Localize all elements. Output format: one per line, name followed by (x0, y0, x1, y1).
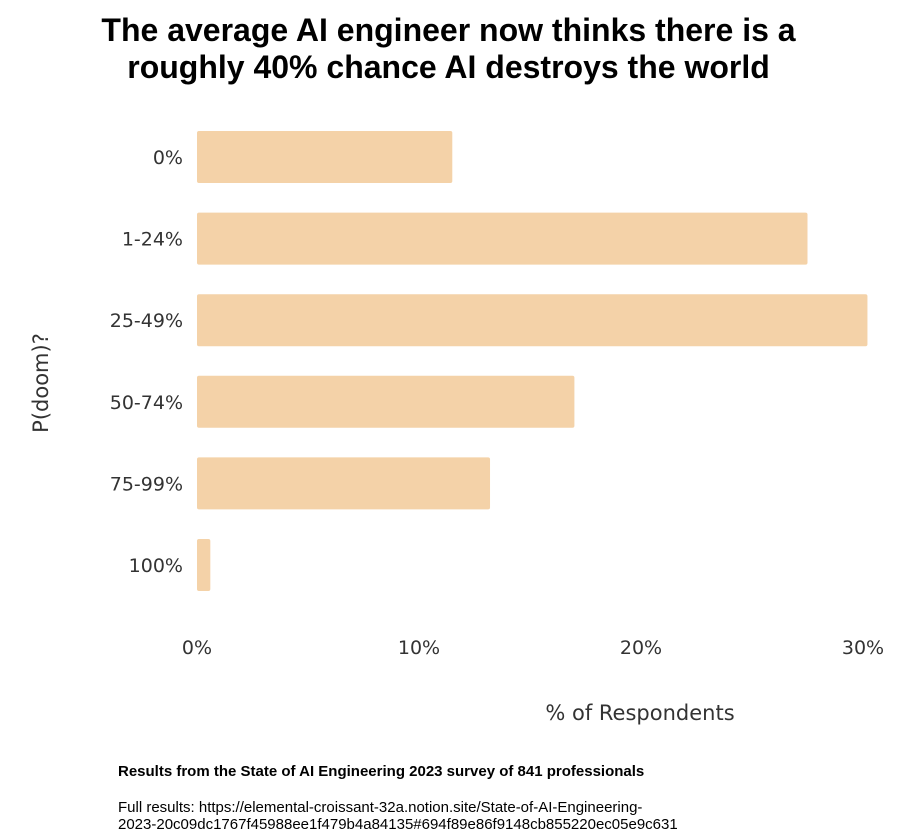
y-axis-label: P(doom)? (29, 333, 53, 433)
bar-5 (197, 457, 491, 510)
chart-title: The average AI engineer now thinks there… (0, 12, 897, 86)
y-tick-label: 100% (129, 555, 183, 577)
x-tick-label: 30% (842, 637, 884, 659)
y-tick-label: 50-74% (110, 392, 183, 414)
source-line-2: 2023-20c09dc1767f45988ee1f479b4a84135#69… (118, 816, 678, 833)
source-link[interactable]: Full results: https://elemental-croissan… (118, 799, 678, 833)
x-axis-label: % of Respondents (545, 701, 734, 725)
bar-2 (197, 212, 808, 265)
chart-title-line-2: roughly 40% chance AI destroys the world (127, 49, 770, 85)
source-line-1: Full results: https://elemental-croissan… (118, 799, 643, 816)
chart-title-line-1: The average AI engineer now thinks there… (101, 12, 796, 48)
bar-4 (197, 375, 575, 428)
x-tick-label: 10% (398, 637, 440, 659)
y-tick-label: 1-24% (122, 229, 183, 251)
y-tick-label: 25-49% (110, 310, 183, 332)
bar-1 (197, 131, 453, 183)
y-tick-label: 0% (153, 147, 183, 169)
bar-3 (197, 294, 868, 347)
x-tick-label: 20% (620, 637, 662, 659)
survey-caption: Results from the State of AI Engineering… (118, 763, 645, 780)
x-tick-label: 0% (182, 637, 212, 659)
bar-chart: 0% 1-24% 25-49% 50-74% 75-99% 100% 0% 10% 20% 30%… (29, 131, 884, 725)
y-tick-label: 75-99% (110, 473, 183, 495)
bar-6 (197, 539, 211, 591)
